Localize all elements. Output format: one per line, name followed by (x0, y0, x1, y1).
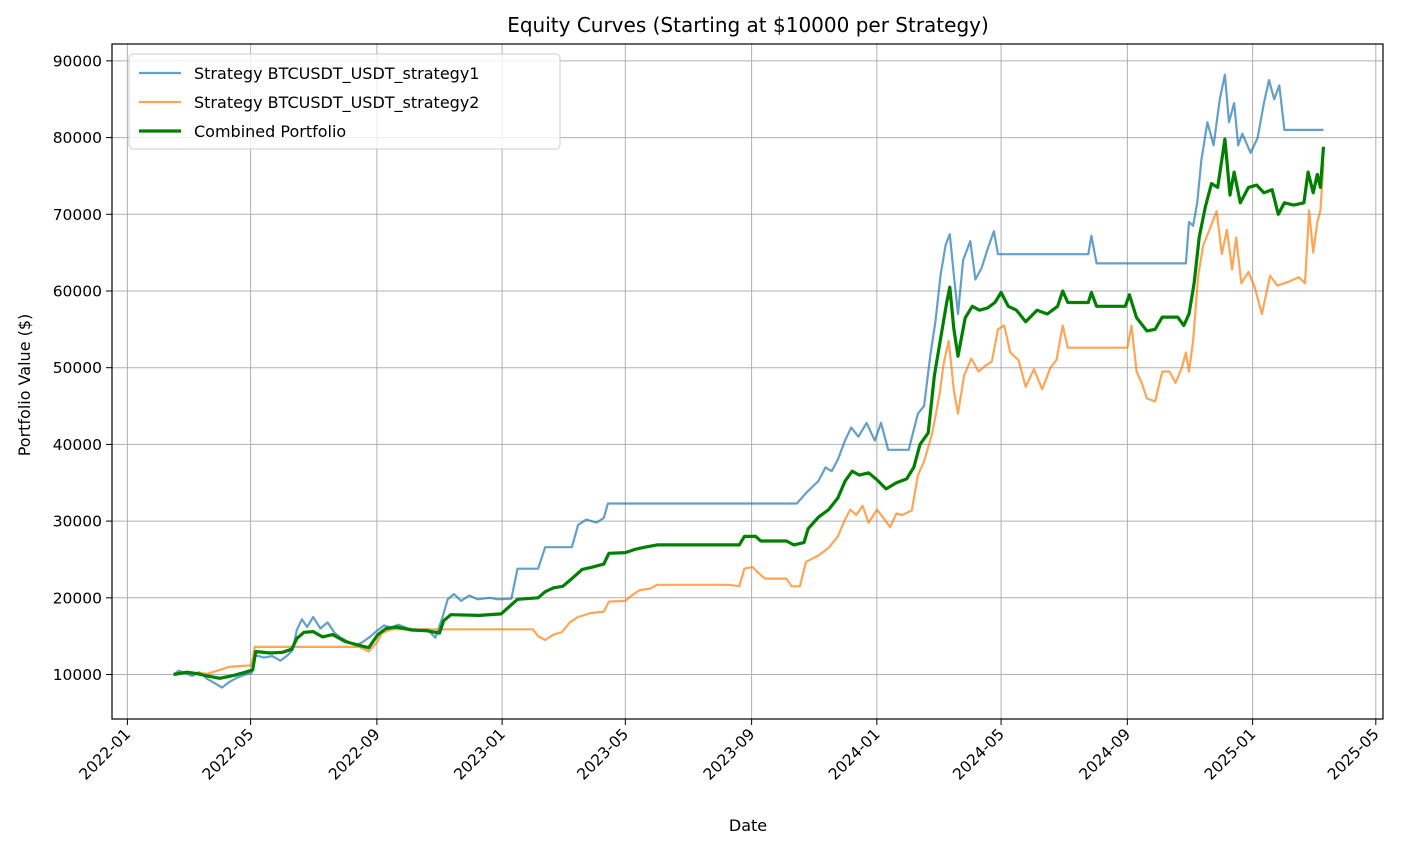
strategy1-line (172, 73, 1324, 689)
y-axis-ticks: 10000 20000 30000 40000 50000 60000 70000 80000… (53, 52, 112, 684)
y-tick-label: 70000 (53, 206, 102, 224)
x-axis-label: Date (729, 816, 767, 835)
y-tick-label: 40000 (53, 436, 102, 454)
y-tick-label: 20000 (53, 589, 102, 607)
legend-entry-label: Strategy BTCUSDT_USDT_strategy1 (194, 64, 479, 84)
series-layer (172, 73, 1326, 689)
y-axis-label: Portfolio Value ($) (15, 314, 34, 457)
y-tick-label: 90000 (53, 52, 102, 70)
y-tick-label: 30000 (53, 513, 102, 531)
y-tick-label: 10000 (53, 666, 102, 684)
legend: Strategy BTCUSDT_USDT_strategy1 Strategy … (128, 53, 561, 150)
combined-portfolio-line (173, 137, 1326, 680)
legend-entry-label: Combined Portfolio (194, 122, 346, 141)
chart-title: Equity Curves (Starting at $10000 per St… (507, 13, 989, 37)
plot-frame (111, 43, 1384, 720)
legend-box (128, 53, 561, 150)
y-tick-label: 60000 (53, 282, 102, 300)
y-tick-label: 80000 (53, 129, 102, 147)
y-tick-label: 50000 (53, 359, 102, 377)
grid (112, 44, 1383, 719)
legend-entry-label: Strategy BTCUSDT_USDT_strategy2 (194, 93, 479, 113)
strategy2-line (173, 162, 1325, 676)
